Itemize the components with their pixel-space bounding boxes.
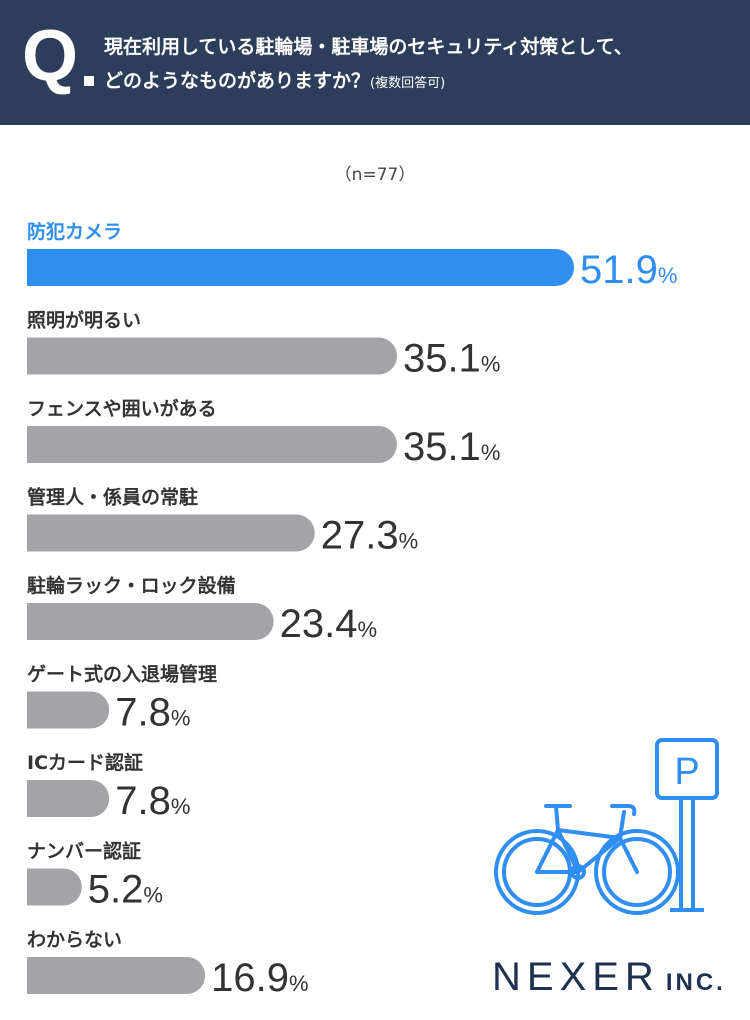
bar-left-cap bbox=[27, 603, 64, 640]
question-line2-main: どのようなものがありますか？ bbox=[104, 70, 371, 92]
value-unit: % bbox=[171, 706, 191, 731]
category-label: 照明が明るい bbox=[27, 309, 141, 332]
category-label: ナンバー認証 bbox=[27, 840, 141, 863]
question-text: 現在利用している駐輪場・駐車場のセキュリティ対策として、 どのようなものがありま… bbox=[104, 30, 633, 101]
value-unit: % bbox=[481, 440, 501, 465]
bar bbox=[27, 514, 315, 552]
bar bbox=[27, 337, 397, 375]
value-number: 16.9 bbox=[211, 956, 289, 1000]
value-number: 7.8 bbox=[115, 691, 171, 735]
value-label: 7.8% bbox=[115, 691, 190, 735]
value-number: 23.4 bbox=[280, 602, 358, 646]
category-label: ゲート式の入退場管理 bbox=[27, 663, 217, 686]
bar bbox=[27, 603, 274, 640]
bar bbox=[27, 957, 206, 994]
category-label: 防犯カメラ bbox=[27, 220, 122, 243]
category-label: 駐輪ラック・ロック設備 bbox=[27, 574, 236, 597]
value-label: 5.2% bbox=[88, 868, 163, 912]
value-number: 51.9 bbox=[580, 248, 658, 292]
bar-left-cap bbox=[27, 426, 64, 463]
value-number: 7.8 bbox=[115, 779, 171, 823]
question-note: (複数回答可) bbox=[370, 76, 446, 91]
value-unit: % bbox=[357, 617, 377, 642]
value-label: 7.8% bbox=[115, 779, 190, 823]
logo-sub: INC. bbox=[665, 969, 726, 996]
value-unit: % bbox=[658, 263, 678, 288]
q-letter: Q bbox=[22, 16, 79, 96]
bar-left-cap bbox=[27, 868, 64, 906]
question-line2: どのようなものがありますか？(複数回答可) bbox=[104, 64, 633, 101]
value-label: 27.3% bbox=[321, 514, 418, 558]
value-number: 35.1 bbox=[403, 337, 481, 381]
q-dot bbox=[84, 76, 94, 86]
bar-left-cap bbox=[27, 514, 64, 552]
category-label: 管理人・係員の常駐 bbox=[27, 486, 198, 509]
value-unit: % bbox=[399, 529, 419, 554]
value-label: 16.9% bbox=[211, 956, 308, 1000]
bar-left-cap bbox=[27, 957, 64, 994]
bar-left-cap bbox=[27, 780, 64, 817]
sample-size-label: （n=77） bbox=[334, 165, 416, 185]
bicycle-icon bbox=[494, 804, 680, 915]
value-unit: % bbox=[481, 352, 501, 377]
bar-left-cap bbox=[27, 249, 64, 286]
category-label: ICカード認証 bbox=[27, 751, 143, 774]
value-label: 35.1% bbox=[403, 425, 500, 469]
bar bbox=[27, 426, 397, 463]
parking-sign-letter: P bbox=[674, 751, 699, 793]
value-number: 27.3 bbox=[321, 514, 399, 558]
value-number: 5.2 bbox=[88, 868, 144, 912]
value-label: 35.1% bbox=[403, 337, 500, 381]
value-unit: % bbox=[289, 971, 309, 996]
value-unit: % bbox=[171, 794, 191, 819]
category-label: フェンスや囲いがある bbox=[27, 397, 217, 420]
nexer-logo: NEXER INC. bbox=[492, 955, 726, 1000]
value-label: 23.4% bbox=[280, 602, 377, 646]
parking-sign-icon bbox=[655, 738, 719, 912]
bar-left-cap bbox=[27, 691, 64, 729]
question-line1: 現在利用している駐輪場・駐車場のセキュリティ対策として、 bbox=[104, 36, 633, 58]
value-number: 35.1 bbox=[403, 425, 481, 469]
bar-left-cap bbox=[27, 337, 64, 375]
category-label: わからない bbox=[27, 929, 122, 951]
logo-main: NEXER bbox=[492, 955, 660, 999]
value-label: 51.9% bbox=[580, 248, 677, 292]
bar bbox=[27, 249, 575, 286]
question-header: Q 現在利用している駐輪場・駐車場のセキュリティ対策として、 どのようなものがあ… bbox=[0, 0, 750, 125]
value-unit: % bbox=[143, 883, 163, 908]
